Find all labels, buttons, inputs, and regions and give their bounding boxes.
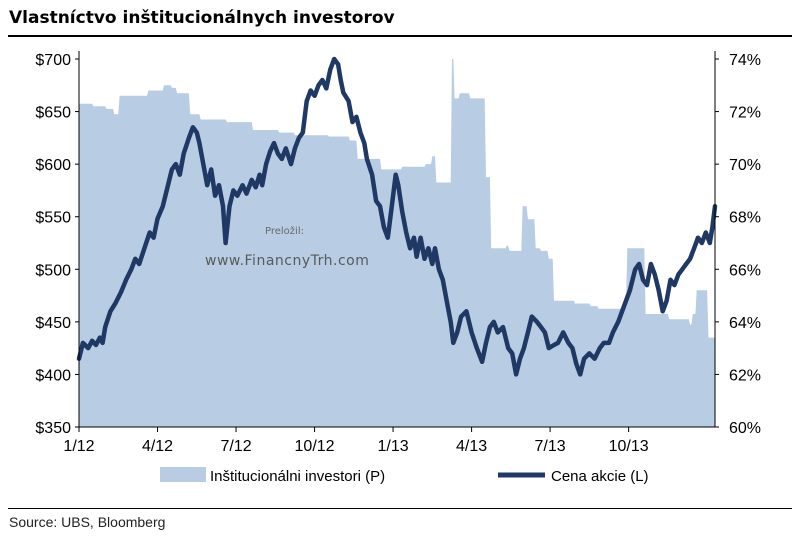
right-tick-label: 72% [729, 105, 761, 122]
left-tick-label: $650 [35, 105, 71, 122]
left-tick-label: $700 [35, 52, 71, 69]
legend-label-institutional: Inštitucionálni investori (P) [210, 468, 385, 485]
left-tick-label: $400 [35, 367, 71, 384]
line-share-price [76, 56, 718, 377]
legend: Inštitucionálni investori (P) Cena akcie… [160, 467, 649, 485]
left-tick-label: $550 [35, 210, 71, 227]
x-tick-label: 7/12 [220, 438, 251, 455]
left-tick-label: $450 [35, 315, 71, 332]
watermark-big: www.FinancnyTrh.com [205, 253, 369, 269]
axes: $350 $400 $450 $500 $550 $600 $650 $700 60% 62% 64… [35, 51, 761, 455]
chart-title: Vlastníctvo inštitucionálnych investorov [9, 8, 395, 28]
legend-swatch-institutional [160, 467, 206, 482]
x-tick-label: 7/13 [535, 438, 566, 455]
right-tick-label: 64% [729, 315, 761, 332]
source-note: Source: UBS, Bloomberg [9, 514, 166, 530]
x-tick-label: 1/12 [63, 438, 94, 455]
left-tick-label: $350 [35, 420, 71, 437]
x-tick-label: 4/12 [142, 438, 173, 455]
area-institutional-investors [79, 59, 715, 427]
right-tick-label: 66% [729, 262, 761, 279]
legend-label-price: Cena akcie (L) [551, 468, 649, 485]
watermark-small: Preložil: [265, 225, 304, 237]
right-tick-label: 70% [729, 157, 761, 174]
right-tick-label: 68% [729, 210, 761, 227]
x-tick-label: 1/13 [378, 438, 409, 455]
left-tick-label: $500 [35, 262, 71, 279]
title-rule [8, 35, 792, 37]
right-tick-label: 62% [729, 367, 761, 384]
x-tick-label: 10/13 [609, 438, 649, 455]
left-tick-label: $600 [35, 157, 71, 174]
watermark: Preložil: www.FinancnyTrh.com [205, 225, 369, 269]
x-tick-label: 4/13 [456, 438, 487, 455]
footer-rule [8, 508, 792, 509]
plot-area [76, 56, 718, 427]
right-tick-label: 60% [729, 420, 761, 437]
x-tick-label: 10/12 [295, 438, 335, 455]
right-tick-label: 74% [729, 52, 761, 69]
